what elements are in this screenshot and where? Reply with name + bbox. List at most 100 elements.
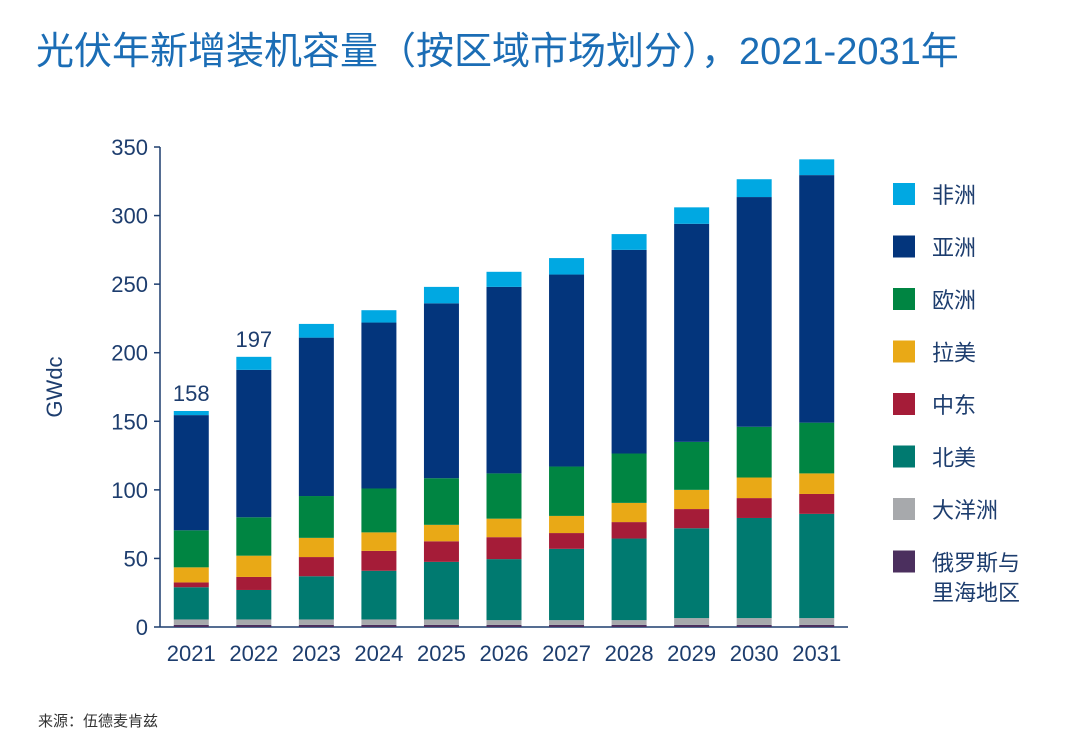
- bar-segment: [236, 624, 272, 627]
- bar-segment: [549, 274, 585, 467]
- bar-segment: [799, 473, 835, 494]
- bar-segment: [611, 624, 647, 627]
- bar-segment: [549, 258, 585, 275]
- y-tick-label: 300: [111, 204, 148, 229]
- x-tick-label: 2022: [229, 641, 278, 666]
- y-tick-label: 0: [136, 615, 148, 640]
- x-tick-label: 2031: [792, 641, 841, 666]
- bar-segment: [423, 524, 459, 542]
- bar-segment: [173, 530, 209, 568]
- bar-segment: [298, 537, 334, 558]
- bar-segment: [611, 522, 647, 539]
- bar-segment: [173, 582, 209, 588]
- bar-segment: [298, 624, 334, 627]
- bar-segment: [298, 337, 334, 497]
- bar-segment: [674, 223, 710, 442]
- bar-segment: [736, 179, 772, 198]
- bar-segment: [549, 620, 585, 625]
- legend-swatch: [893, 183, 915, 205]
- bar-segment: [173, 567, 209, 583]
- bar-segment: [298, 557, 334, 577]
- legend-label: 大洋洲: [932, 498, 998, 523]
- legend-swatch: [893, 288, 915, 310]
- bar-segment: [173, 587, 209, 620]
- bar-segment: [799, 159, 835, 176]
- bar-segment: [298, 496, 334, 538]
- y-tick-label: 350: [111, 135, 148, 160]
- legend-label: 俄罗斯与: [932, 551, 1020, 576]
- y-tick-label: 200: [111, 341, 148, 366]
- bar-segment: [423, 624, 459, 627]
- bar-segment: [486, 271, 522, 287]
- bar-segment: [361, 624, 397, 627]
- legend-label: 北美: [932, 446, 976, 471]
- bar-segment: [423, 541, 459, 562]
- bar-segment: [674, 509, 710, 529]
- bar-segment: [611, 249, 647, 454]
- bar-segment: [799, 493, 835, 514]
- bar-segment: [549, 466, 585, 516]
- legend-label: 里海地区: [932, 581, 1020, 606]
- bar-segment: [236, 356, 272, 370]
- bar-segment: [799, 422, 835, 474]
- bar-segment: [361, 550, 397, 571]
- bar-segment: [799, 513, 835, 619]
- chart-title: 光伏年新增装机容量（按区域市场划分），2021-2031年: [36, 31, 959, 73]
- legend-label: 非洲: [932, 183, 976, 208]
- bar-segment: [486, 620, 522, 625]
- bar-segment: [486, 537, 522, 560]
- y-axis-label: GWdc: [42, 356, 67, 417]
- bar-segment: [799, 175, 835, 423]
- bar-segment: [173, 415, 209, 531]
- x-tick-label: 2024: [354, 641, 403, 666]
- bar-segment: [361, 570, 397, 620]
- bar-segment: [361, 322, 397, 489]
- bar-segment: [549, 515, 585, 534]
- legend-label: 欧洲: [932, 288, 976, 313]
- bar-segment: [486, 286, 522, 474]
- bar-segment: [549, 533, 585, 549]
- y-tick-label: 50: [124, 546, 148, 571]
- bar-segment: [236, 576, 272, 590]
- bar-segment: [736, 477, 772, 499]
- legend-swatch: [893, 550, 915, 573]
- x-tick-label: 2027: [542, 641, 591, 666]
- bar-segment: [423, 286, 459, 304]
- bar-segment: [173, 624, 209, 627]
- bar-segment: [361, 532, 397, 551]
- bar-segment: [611, 502, 647, 523]
- bar-segment: [611, 453, 647, 503]
- bar-segment: [423, 561, 459, 620]
- bar-segment: [611, 620, 647, 625]
- legend-swatch: [893, 340, 915, 363]
- x-tick-label: 2021: [167, 641, 216, 666]
- bar-segment: [236, 589, 272, 620]
- bar-segment: [236, 517, 272, 556]
- bar-segment: [674, 528, 710, 619]
- source-note: 来源：伍德麦肯兹: [38, 713, 159, 730]
- legend-swatch: [893, 498, 915, 520]
- bar-segment: [173, 411, 209, 416]
- y-tick-label: 150: [111, 409, 148, 434]
- bar-segment: [298, 576, 334, 620]
- x-tick-label: 2026: [480, 641, 529, 666]
- bar-segment: [549, 548, 585, 621]
- legend-swatch: [893, 445, 915, 468]
- legend-label: 中东: [932, 393, 976, 418]
- bar-segment: [236, 555, 272, 577]
- bar-segment: [674, 618, 710, 625]
- bar-segment: [423, 303, 459, 479]
- bar-segment: [736, 624, 772, 627]
- bar-segment: [486, 473, 522, 519]
- bar-segment: [611, 234, 647, 250]
- bar-segment: [298, 619, 334, 625]
- x-tick-label: 2023: [292, 641, 341, 666]
- bar-segment: [736, 426, 772, 478]
- data-label-total: 197: [235, 327, 272, 352]
- bar-segment: [298, 323, 334, 338]
- legend-label: 亚洲: [932, 236, 976, 261]
- bar-segment: [236, 369, 272, 518]
- bar-segment: [361, 619, 397, 625]
- bar-segment: [361, 310, 397, 323]
